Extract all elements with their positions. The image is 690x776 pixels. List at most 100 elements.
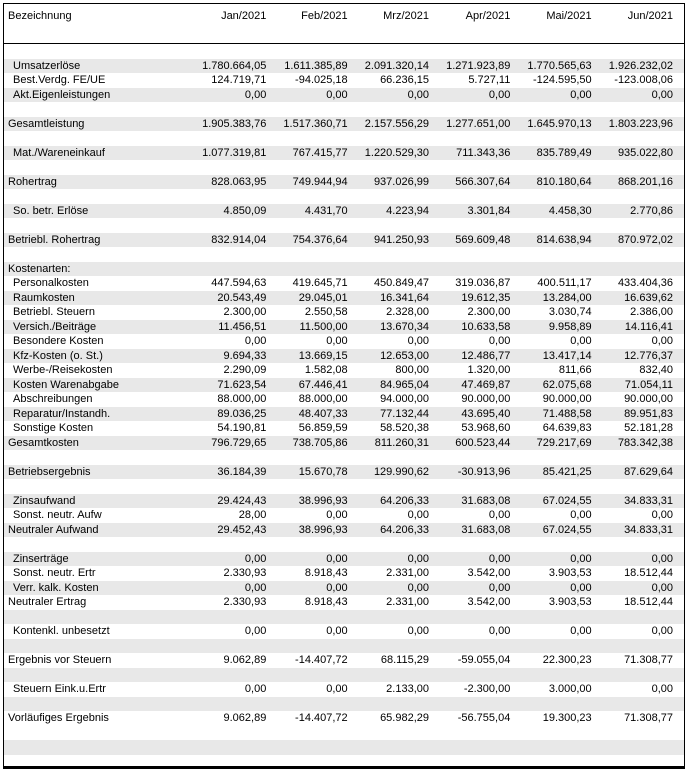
cell-value	[521, 160, 602, 175]
cell-value: 2.770,86	[630, 204, 673, 217]
cell-value: 0,00	[488, 88, 511, 101]
row-label	[4, 102, 196, 117]
cell-value: 832,40	[639, 364, 673, 376]
cell-value	[440, 610, 521, 625]
cell-value	[603, 726, 684, 741]
cell-value	[359, 189, 440, 204]
table-row: Kostenarten:	[4, 261, 684, 277]
row-label	[4, 450, 196, 465]
cell-value	[277, 102, 358, 117]
cell-value	[277, 697, 358, 712]
table-row: Umsatzerlöse 1.780.664,05 1.611.385,89 2.09…	[4, 58, 684, 73]
cell-value: 9.958,89	[548, 320, 592, 333]
cell-value	[359, 610, 440, 625]
header-month: Mai/2021	[546, 10, 592, 22]
cell-value	[603, 610, 684, 625]
cell-value	[277, 755, 358, 767]
rows-container: Umsatzerlöse 1.780.664,05 1.611.385,89 2.09…	[4, 44, 684, 767]
cell-value: 828.063,95	[211, 175, 267, 188]
cell-value	[521, 44, 602, 59]
cell-value: -14.407,72	[295, 712, 348, 724]
table-row: Werbe-/Reisekosten 2.290,09 1.582,08 800,00…	[4, 363, 684, 378]
cell-value: 1.926.232,02	[608, 59, 673, 72]
cell-value: 0,00	[326, 625, 348, 637]
cell-value: 0,00	[326, 88, 348, 101]
cell-value	[521, 726, 602, 741]
cell-value: 419.645,71	[292, 277, 348, 289]
cell-value	[440, 131, 521, 146]
cell-value: 15.670,78	[298, 465, 348, 478]
spacer-row	[4, 131, 684, 146]
cell-value: -123.008,06	[614, 74, 673, 86]
cell-value: 0,00	[326, 335, 348, 347]
cell-value	[277, 262, 358, 277]
row-label: So. betr. Erlöse	[13, 204, 89, 217]
cell-value	[440, 189, 521, 204]
row-label: Reparatur/Instandh.	[13, 407, 111, 420]
cell-value: 71.308,77	[624, 712, 673, 724]
cell-value: 67.446,41	[298, 378, 348, 391]
cell-value: 1.645.970,13	[527, 117, 592, 130]
spacer-row	[4, 160, 684, 175]
spacer-row	[4, 44, 684, 59]
cell-value	[521, 755, 602, 767]
cell-value: 868.201,16	[617, 175, 673, 188]
cell-value: 3.542,00	[467, 596, 511, 608]
row-label: Personalkosten	[13, 277, 89, 289]
cell-value: 12.776,37	[624, 349, 673, 362]
cell-value: 2.330,93	[223, 567, 267, 579]
row-label: Betriebsergebnis	[8, 465, 91, 478]
table-row: Kontenkl. unbesetzt 0,00 0,00 0,00 0,00 0,00 0…	[4, 624, 684, 639]
cell-value: 64.206,33	[380, 494, 429, 507]
cell-value: 2.328,00	[386, 306, 429, 318]
cell-value	[196, 537, 277, 552]
cell-value	[603, 697, 684, 712]
cell-value: 90.000,00	[461, 393, 511, 405]
cell-value: 54.190,81	[217, 422, 267, 434]
cell-value: 1.770.565,63	[527, 59, 592, 72]
cell-value	[521, 189, 602, 204]
table-row: Zinserträge 0,00 0,00 0,00 0,00 0,00 0,00	[4, 551, 684, 566]
row-label	[4, 610, 196, 625]
cell-value	[440, 44, 521, 59]
cell-value: 433.404,36	[617, 277, 673, 289]
cell-value: 0,00	[488, 509, 511, 521]
row-label	[4, 131, 196, 146]
cell-value: 0,00	[244, 581, 267, 594]
table-header: Bezeichnung Jan/2021 Feb/2021 Mrz/2021 Apr/…	[4, 4, 684, 44]
cell-value: 38.996,93	[298, 523, 348, 536]
row-label: Werbe-/Reisekosten	[13, 364, 113, 376]
row-label: Abschreibungen	[13, 393, 93, 405]
cell-value	[521, 537, 602, 552]
cell-value	[196, 189, 277, 204]
cell-value: 0,00	[407, 625, 429, 637]
cell-value: 0,00	[488, 552, 511, 565]
cell-value	[277, 218, 358, 233]
spacer-row	[4, 450, 684, 465]
cell-value: 0,00	[651, 335, 673, 347]
cell-value: 0,00	[407, 335, 429, 347]
row-label	[4, 697, 196, 712]
cell-value: 94.000,00	[380, 393, 429, 405]
cell-value: 1.611.385,89	[284, 59, 348, 72]
cell-value: 600.523,44	[455, 436, 511, 449]
cell-value: 89.036,25	[217, 407, 267, 420]
cell-value: 18.512,44	[624, 596, 673, 608]
cell-value: 0,00	[651, 581, 673, 594]
cell-value	[440, 102, 521, 117]
cell-value: -56.755,04	[457, 712, 511, 724]
cell-value	[277, 131, 358, 146]
row-label: Sonst. neutr. Aufw	[13, 509, 102, 521]
cell-value	[359, 537, 440, 552]
cell-value: 53.968,60	[461, 422, 511, 434]
cell-value: 0,00	[407, 581, 429, 594]
spacer-row	[4, 189, 684, 204]
table-row: Betriebl. Rohertrag 832.914,04 754.376,64 9…	[4, 232, 684, 247]
cell-value: 0,00	[407, 88, 429, 101]
cell-value: 4.223,94	[386, 204, 429, 217]
cell-value	[440, 450, 521, 465]
cell-value: 711.343,36	[456, 146, 511, 159]
cell-value: 0,00	[244, 335, 267, 347]
cell-value	[440, 668, 521, 683]
row-label: Besondere Kosten	[13, 335, 104, 347]
